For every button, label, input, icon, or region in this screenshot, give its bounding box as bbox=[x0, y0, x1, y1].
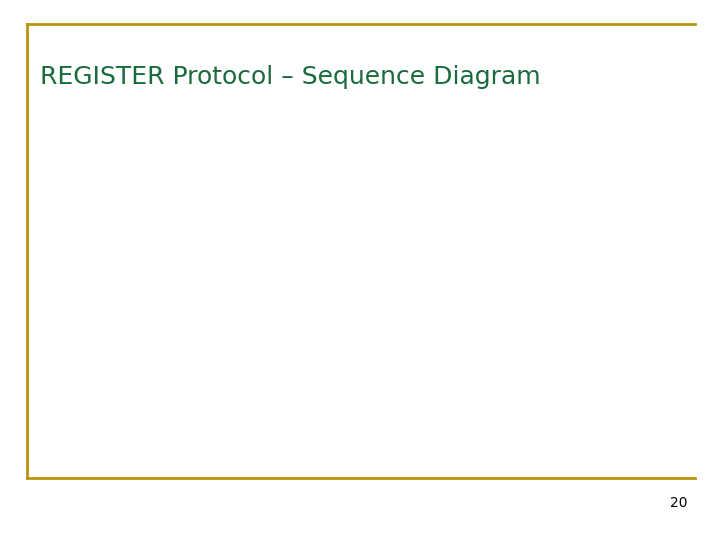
Text: REGISTER Protocol – Sequence Diagram: REGISTER Protocol – Sequence Diagram bbox=[40, 65, 540, 89]
Text: 20: 20 bbox=[670, 496, 688, 510]
